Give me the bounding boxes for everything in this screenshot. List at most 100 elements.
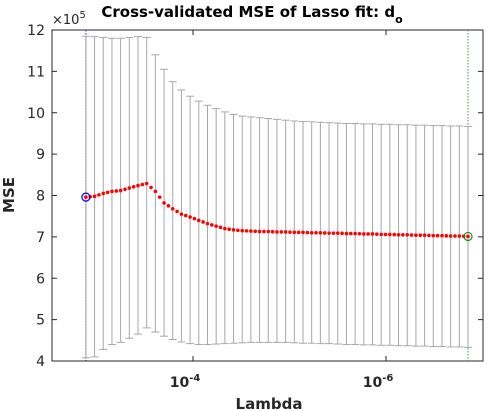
x-tick-label: 10-4 [170,373,201,391]
mse-point [170,206,175,211]
y-tick-label: 8 [36,189,45,205]
mse-point [309,230,314,235]
mse-point [427,233,431,238]
y-tick-label: 6 [36,271,45,287]
mse-point [223,226,227,231]
y-tick-label: 9 [36,147,45,163]
chart-title-main: Cross-validated MSE of Lasso fit: d [101,3,395,21]
mse-point [357,231,362,236]
mse-point [409,233,414,237]
mse-point [188,215,192,219]
x-axis-label: Lambda [236,395,303,411]
x-tick-base: 10 [170,375,190,391]
mse-point [401,233,405,237]
mse-point [344,231,349,236]
mse-point [131,185,136,189]
mse-point [240,228,245,233]
mse-point [301,230,305,235]
mse-point [440,233,444,238]
y-tick-label: 11 [27,64,45,80]
mse-point [275,230,279,234]
mse-point [418,233,423,238]
mse-point [448,234,453,238]
y-axis-label: MSE [0,177,18,213]
mse-point [118,188,123,193]
y-exponent-base: ×10 [52,13,79,28]
y-tick-label: 4 [36,354,45,370]
min-mse-marker [81,192,91,202]
mse-point [257,229,262,234]
chart-title: Cross-validated MSE of Lasso fit: do [101,3,403,26]
mse-point [153,189,158,194]
mse-point [196,218,201,223]
mse-point [97,193,101,197]
mse-point [292,230,297,235]
mse-point [392,232,397,237]
mse-point [405,233,410,237]
mse-point [348,231,353,236]
mse-point [201,220,205,224]
mse-point [435,233,440,238]
x-tick-exponent: -4 [189,373,200,384]
one-se-marker [463,231,473,242]
mse-point [136,183,140,188]
chart-title-subscript: o [395,13,403,26]
mse-point [444,234,449,238]
mse-point [144,181,149,186]
mse-point [388,232,392,237]
mse-point [266,229,271,234]
mse-point [179,212,184,216]
y-tick-label: 7 [36,230,45,246]
mse-point [366,232,370,236]
mse-point [253,229,258,234]
mse-point [205,221,210,226]
mse-point [123,187,127,192]
mse-point [183,213,188,218]
x-tick-base: 10 [363,375,383,391]
mse-point [127,186,132,190]
y-tick-label: 5 [36,313,45,329]
mse-point [370,232,375,236]
mse-point [314,230,318,235]
mse-point [322,231,327,235]
mse-point [105,190,110,195]
mse-point [175,209,179,214]
mse-point [331,231,336,235]
mse-point [166,204,171,208]
x-tick-label: 10-6 [363,373,394,391]
mse-point [305,230,310,235]
mse-point [192,216,197,221]
mse-point [244,229,249,233]
mse-point [270,229,275,234]
mse-point [101,191,106,196]
mse-point [231,228,236,232]
mse-point [288,230,292,234]
mse-point [340,231,344,236]
y-tick-label: 10 [27,106,45,122]
mse-point [92,194,97,199]
mse-point [140,182,145,187]
mse-point [414,233,418,238]
mse-point [236,228,240,233]
mse-point [383,232,388,237]
mse-point [327,231,331,235]
mse-point [110,189,114,194]
mse-point [318,230,323,235]
mse-point [396,233,401,237]
mse-point [262,229,266,234]
mse-point [162,201,166,205]
mse-point [453,234,457,238]
mse-point [149,185,153,190]
y-tick-label: 12 [27,23,45,39]
mse-point [218,225,223,230]
mse-point [335,231,340,235]
mse-point [210,223,214,227]
mse-point [466,234,470,239]
mse-point [296,230,301,235]
y-exponent-power: 5 [79,10,85,21]
mse-point [457,234,462,238]
mse-point [157,195,162,199]
